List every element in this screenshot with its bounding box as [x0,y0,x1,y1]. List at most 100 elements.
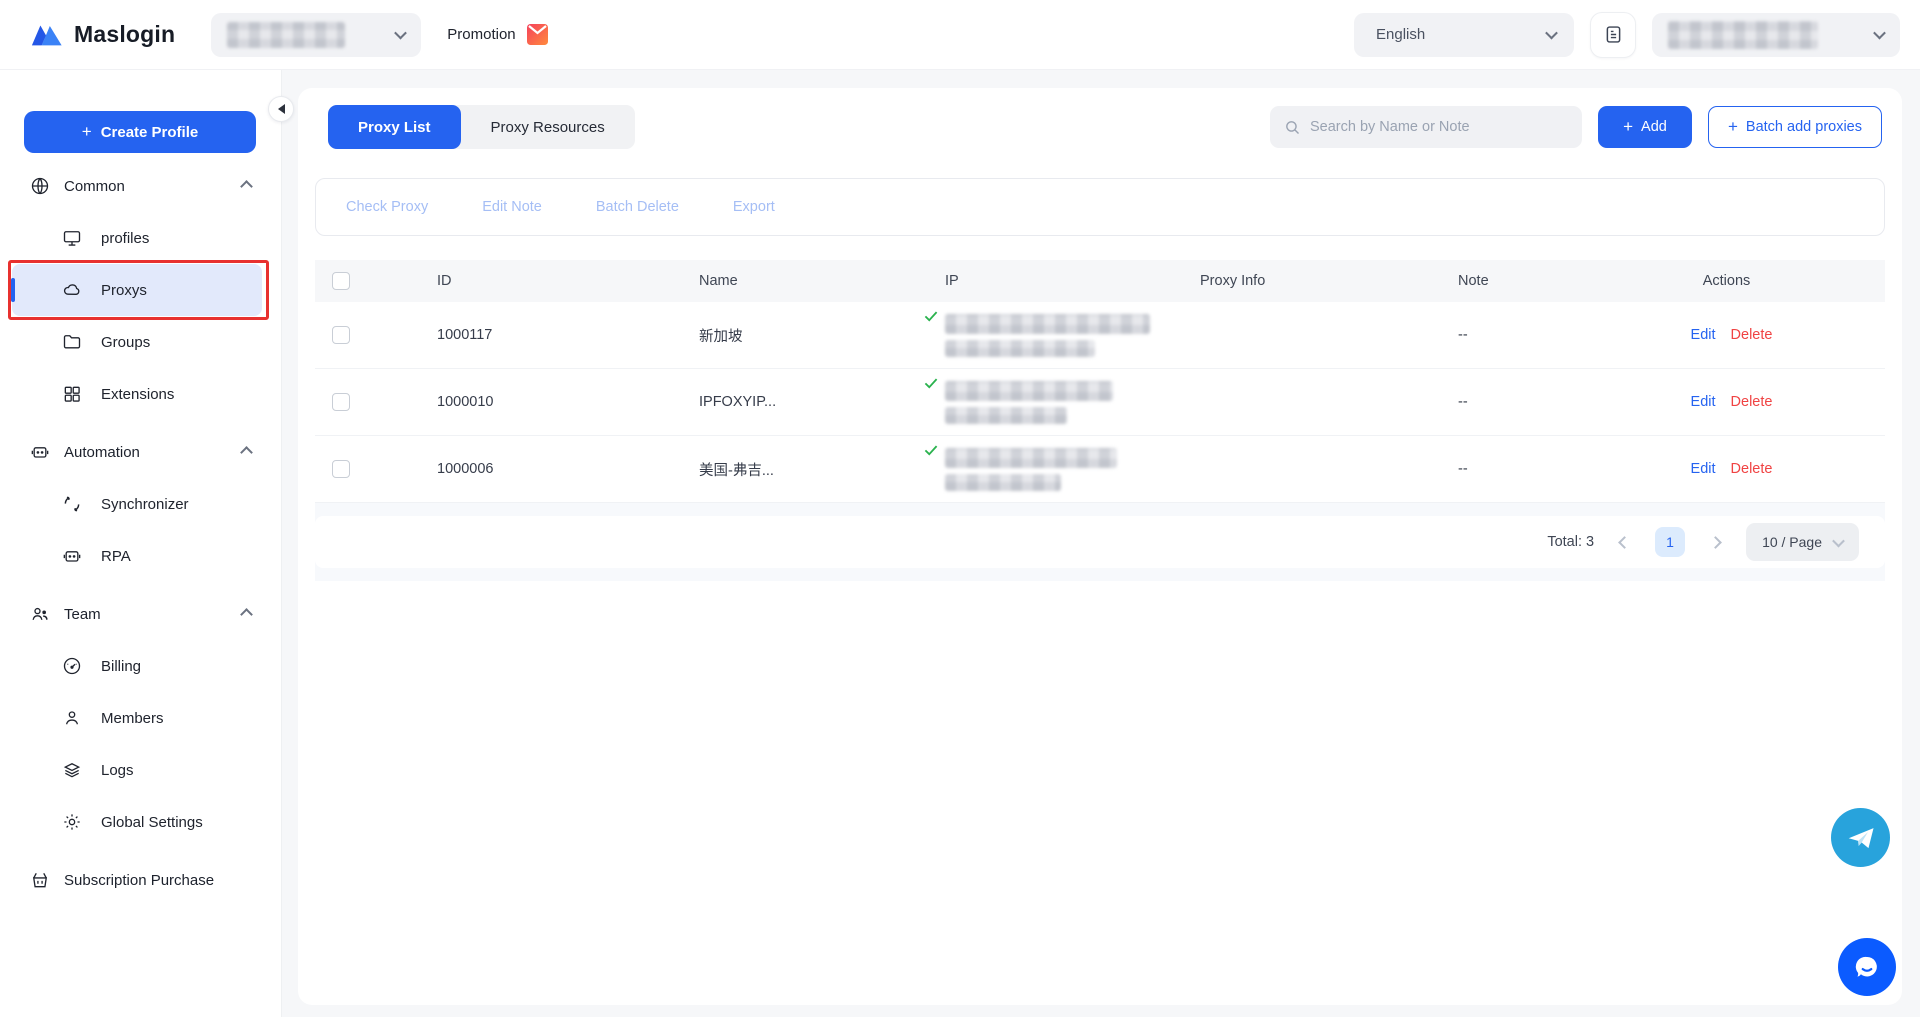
column-header-proxy-info: Proxy Info [1200,273,1266,289]
promotion-label: Promotion [447,26,516,43]
person-icon [62,708,82,728]
sidebar-item-members[interactable]: Members [0,692,281,744]
cell-name: 美国-弗吉... [699,462,774,479]
docs-button[interactable] [1590,11,1636,58]
chevron-up-icon [240,607,253,621]
row-checkbox[interactable] [332,326,350,344]
globe-icon [30,176,50,196]
edit-note-action[interactable]: Edit Note [482,199,542,215]
column-header-ip: IP [945,273,959,289]
redacted-ip-line [945,380,1113,401]
column-header-actions: Actions [1702,273,1751,289]
row-checkbox[interactable] [332,460,350,478]
collapse-arrow-icon [277,104,285,114]
column-header-id: ID [437,273,452,289]
cell-actions: Edit Delete [1578,327,1885,343]
sidebar-section-automation[interactable]: Automation [0,426,281,478]
page-number-button[interactable]: 1 [1655,527,1686,557]
create-profile-button[interactable]: + Create Profile [24,111,256,153]
sidebar-item-extensions[interactable]: Extensions [0,368,281,420]
edit-link[interactable]: Edit [1690,327,1716,343]
sidebar-item-profiles[interactable]: profiles [0,212,281,264]
redacted-ip-line [945,313,1150,334]
monitor-icon [62,228,82,248]
delete-link[interactable]: Delete [1730,327,1773,343]
row-checkbox[interactable] [332,393,350,411]
column-header-note: Note [1458,273,1489,289]
cell-ip [924,445,1200,491]
sidebar-item-synchronizer[interactable]: Synchronizer [0,478,281,530]
chevron-up-icon [240,445,253,459]
telegram-icon [1845,822,1877,854]
check-proxy-action[interactable]: Check Proxy [346,199,429,215]
plus-icon: + [1727,117,1738,136]
sync-icon [62,494,82,514]
search-icon [1284,119,1301,136]
chevron-right-icon [1709,535,1722,549]
promotion-link[interactable]: Promotion [447,22,548,47]
chevron-left-icon [1618,535,1631,549]
select-all-checkbox[interactable] [332,272,350,290]
telegram-button[interactable] [1831,808,1890,867]
red-envelope-icon [526,22,549,47]
live-chat-button[interactable] [1838,938,1896,996]
edit-link[interactable]: Edit [1690,461,1716,477]
language-selector[interactable]: English [1354,12,1574,57]
sidebar-section-team[interactable]: Team [0,588,281,640]
export-action[interactable]: Export [732,199,775,215]
cell-ip [924,311,1200,357]
chevron-down-icon [1873,26,1886,40]
batch-delete-action[interactable]: Batch Delete [595,199,679,215]
batch-add-proxies-button[interactable]: + Batch add proxies [1707,106,1882,148]
grid-icon [62,384,82,404]
add-button[interactable]: + Add [1597,106,1692,148]
column-header-name: Name [699,273,738,289]
main-content: Proxy List Proxy Resources + Add + Batch… [282,70,1920,1017]
chevron-up-icon [240,179,253,193]
sidebar-collapse-button[interactable] [268,96,294,122]
cell-id: 1000006 [437,461,494,477]
edit-link[interactable]: Edit [1690,394,1716,410]
account-menu[interactable] [1652,12,1900,57]
table-row: 1000117 新加坡 -- Edit Delete [315,302,1885,369]
sidebar-nav: Common profiles Proxys [0,160,281,906]
cloud-icon [62,280,82,300]
prev-page-button[interactable] [1616,534,1633,551]
cell-note: -- [1458,394,1468,410]
tab-proxy-resources[interactable]: Proxy Resources [490,118,605,136]
check-success-icon [924,377,938,389]
delete-link[interactable]: Delete [1730,461,1773,477]
check-success-icon [924,444,938,456]
sidebar-item-proxys[interactable]: Proxys [8,260,269,320]
folder-icon [62,332,82,352]
brand-logo: Maslogin [30,21,175,49]
card-header: Proxy List Proxy Resources + Add + Batch… [298,88,1902,149]
sidebar-item-global-settings[interactable]: Global Settings [0,796,281,848]
sidebar-item-groups[interactable]: Groups [0,316,281,368]
pagination-section: Total: 3 1 10 / Page [315,503,1885,581]
sidebar-item-subscription-purchase[interactable]: Subscription Purchase [0,854,281,906]
tab-proxy-list[interactable]: Proxy List [328,105,461,149]
workspace-selector[interactable] [211,12,422,57]
sidebar-section-common[interactable]: Common [0,160,281,212]
gauge-icon [62,656,82,676]
next-page-button[interactable] [1707,534,1724,551]
bulk-actions-bar: Check Proxy Edit Note Batch Delete Expor… [315,178,1885,236]
sidebar-item-rpa[interactable]: RPA [0,530,281,582]
cell-id: 1000117 [437,327,493,343]
robot-icon [30,442,50,462]
proxy-table: ID Name IP Proxy Info Note Actions 10001… [315,260,1885,503]
delete-link[interactable]: Delete [1730,394,1773,410]
table-row: 1000006 美国-弗吉... -- Edit Delete [315,436,1885,503]
gear-icon [62,812,82,832]
sidebar-item-billing[interactable]: Billing [0,640,281,692]
cell-id: 1000010 [437,394,494,410]
document-icon [1603,24,1624,45]
gift-icon [30,870,50,890]
search-input[interactable] [1309,119,1568,135]
maslogin-logo-icon [30,21,64,49]
page-size-selector[interactable]: 10 / Page [1746,523,1859,561]
cell-note: -- [1458,461,1468,477]
tab-group: Proxy List Proxy Resources [328,105,635,149]
sidebar-item-logs[interactable]: Logs [0,744,281,796]
